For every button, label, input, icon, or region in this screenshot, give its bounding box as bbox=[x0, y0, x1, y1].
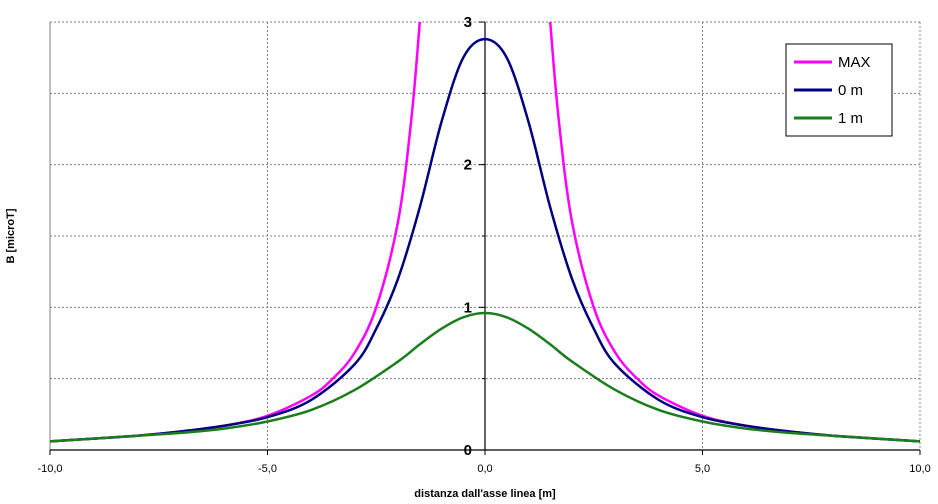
x-tick-label: 0,0 bbox=[477, 463, 492, 475]
x-axis-title: distanza dall'asse linea [m] bbox=[414, 488, 556, 500]
axes bbox=[49, 21, 921, 455]
series-line-1-m bbox=[50, 311, 920, 443]
legend-label-max: MAX bbox=[838, 54, 871, 71]
tick-labels: -10,0 -5,0 0,0 5,0 10,0 0 1 2 3 bbox=[37, 14, 930, 475]
series-line-0-m bbox=[50, 37, 920, 443]
y-tick-label: 2 bbox=[464, 157, 472, 174]
x-tick-label: 10,0 bbox=[909, 463, 930, 475]
y-tick-label: 1 bbox=[464, 299, 472, 316]
x-tick-label: -5,0 bbox=[258, 463, 277, 475]
legend-label-0-m: 0 m bbox=[838, 82, 863, 99]
grid-lines bbox=[50, 21, 921, 450]
y-axis-title: B [microT] bbox=[5, 208, 17, 263]
x-tick-label: -10,0 bbox=[37, 463, 62, 475]
legend: MAX 0 m 1 m bbox=[785, 43, 893, 137]
y-tick-label: 0 bbox=[464, 442, 472, 459]
x-tick-label: 5,0 bbox=[695, 463, 710, 475]
y-tick-label: 3 bbox=[464, 14, 472, 31]
series-lines bbox=[50, 22, 920, 443]
legend-label-1-m: 1 m bbox=[838, 110, 863, 127]
